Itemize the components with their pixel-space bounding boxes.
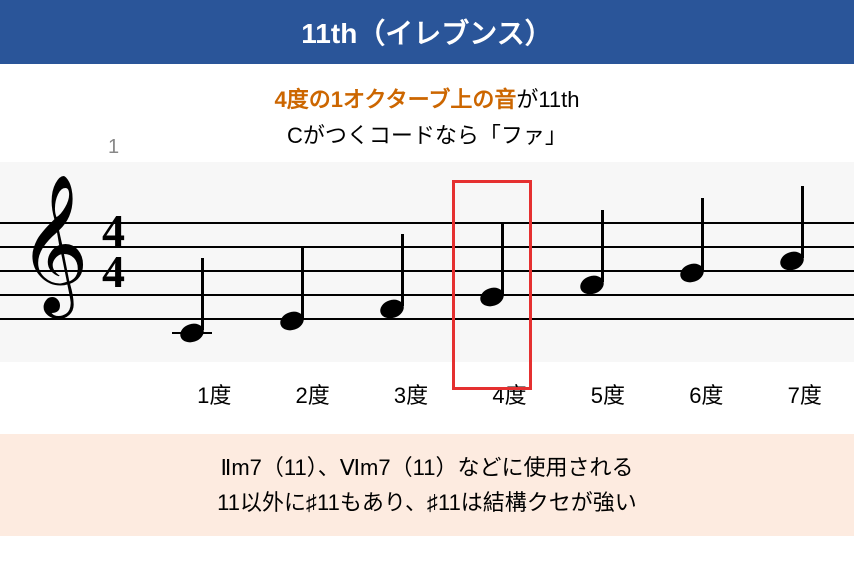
degree-label: 6度 [657, 378, 755, 410]
note-stem [501, 222, 504, 294]
degree-label: 7度 [756, 378, 854, 410]
note-stem [601, 210, 604, 282]
degree-row: 1度2度3度4度5度6度7度 [0, 362, 854, 410]
footer-line1: Ⅱm7（11）、Ⅵm7（11）などに使用される [20, 450, 834, 485]
footer-line2: 11以外に♯11もあり、♯11は結構クセが強い [20, 485, 834, 520]
header-bar: 11th（イレブンス） [0, 0, 854, 64]
staff-line [0, 270, 854, 272]
subtitle-line1: 4度の1オクターブ上の音が11th [0, 64, 854, 118]
timesig-top: 4 [102, 210, 125, 251]
bar-number: 1 [108, 136, 119, 159]
subtitle-rest: が11th [516, 87, 579, 112]
staff-container: 1 𝄞44 [0, 162, 854, 362]
degree-label: 3度 [362, 378, 460, 410]
subtitle-accent: 4度の1オクターブ上の音 [274, 87, 516, 112]
subtitle-line2: Cがつくコードなら「ファ」 [0, 118, 854, 162]
header-title: 11th（イレブンス） [301, 18, 552, 49]
staff-line [0, 246, 854, 248]
degree-label: 5度 [559, 378, 657, 410]
note-stem [701, 198, 704, 270]
highlight-box [452, 180, 532, 390]
note-stem [201, 258, 204, 330]
timesig-bot: 4 [102, 251, 125, 292]
staff: 𝄞44 [0, 202, 854, 342]
staff-line [0, 318, 854, 320]
footer-box: Ⅱm7（11）、Ⅵm7（11）などに使用される 11以外に♯11もあり、♯11は… [0, 434, 854, 536]
treble-clef: 𝄞 [18, 184, 89, 304]
time-signature: 44 [102, 210, 125, 293]
note-stem [401, 234, 404, 306]
staff-line [0, 294, 854, 296]
degree-label: 2度 [263, 378, 361, 410]
ledger-line [172, 332, 212, 334]
note-stem [801, 186, 804, 258]
degree-label: 1度 [165, 378, 263, 410]
note-stem [301, 246, 304, 318]
staff-line [0, 222, 854, 224]
